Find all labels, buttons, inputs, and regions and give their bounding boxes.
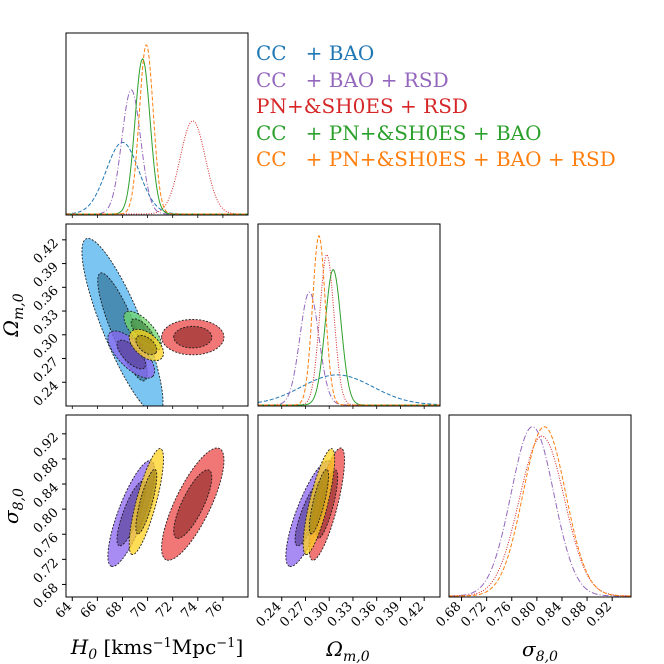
x-tick-label: 0.76 (484, 599, 515, 630)
x-tick-label: 76 (203, 599, 225, 621)
y-tick-label: 0.33 (31, 307, 62, 338)
x-tick-label: 72 (153, 599, 175, 621)
contour-1sigma (135, 335, 158, 356)
panel-frame (65, 32, 249, 216)
marginal-curve (66, 44, 248, 215)
legend-label-cc-bao: CC + BAO (256, 41, 375, 66)
legend-label-cc-bao-rsd: CC + BAO + RSD (256, 67, 449, 92)
contour-panel-Om-s8 (257, 414, 441, 598)
x-axis-label-om: Ωm,0 (325, 637, 369, 664)
y-tick-label: 0.36 (31, 284, 62, 315)
marginal-curve (258, 234, 440, 406)
x-tick-label: 0.33 (325, 599, 356, 630)
marginal-curve (449, 426, 631, 597)
x-tick-label: 74 (178, 599, 200, 621)
contour-1sigma (173, 469, 213, 539)
y-tick-label: 0.76 (31, 530, 62, 561)
marginal-curve (66, 89, 248, 215)
x-tick-label: 70 (128, 599, 150, 621)
panel-frame (257, 223, 441, 407)
y-tick-label: 0.24 (31, 378, 62, 409)
contour-core (309, 469, 329, 534)
legend-entry: PN+&SH0ES + RSD (226, 93, 656, 120)
x-tick-label: 0.88 (559, 599, 590, 630)
y-tick-label: 0.39 (31, 260, 62, 291)
x-tick-label: 0.30 (301, 599, 332, 630)
panel-frame (448, 414, 632, 598)
y-tick-label: 0.80 (31, 505, 62, 536)
panel-frame (65, 223, 249, 407)
marginal-curve (66, 141, 248, 215)
legend-label-cc-pn-sh0es-bao-rsd: CC + PN+&SH0ES + BAO + RSD (256, 147, 616, 172)
x-tick-label: 0.42 (396, 599, 427, 630)
x-axis-label-h0: H0 [kms−1Mpc−1] (70, 635, 244, 663)
marginal-curve (66, 58, 248, 215)
contour-panel-H0-Om (65, 223, 249, 407)
contour-1sigma (308, 468, 329, 535)
contour-panel-H0-s8 (65, 414, 249, 598)
x-tick-label: 0.24 (253, 599, 284, 630)
marginal-s8 (448, 414, 632, 598)
contour-core (116, 340, 146, 369)
x-tick-label: 0.36 (348, 599, 379, 630)
legend-label-cc-pn-sh0es-bao: CC + PN+&SH0ES + BAO (256, 120, 542, 145)
panel-frame (65, 414, 249, 598)
x-tick-label: 0.39 (372, 599, 403, 630)
marginal-H0 (65, 32, 249, 216)
x-tick-label: 0.80 (509, 599, 540, 630)
legend: CC + BAO CC + BAO + RSD PN+&SH0ES + RSD … (226, 40, 656, 173)
contour-core (173, 326, 212, 348)
x-tick-label: 0.68 (433, 599, 464, 630)
y-tick-label: 0.30 (31, 331, 62, 362)
y-axis-label-s8: σ8,0 (0, 488, 27, 524)
legend-entry: CC + BAO + RSD (226, 67, 656, 94)
x-axis-label-s8: σ8,0 (522, 637, 558, 664)
y-tick-label: 0.42 (31, 236, 62, 267)
marginal-curve (258, 374, 440, 406)
x-tick-label: 0.27 (277, 599, 308, 630)
y-axis-label-om: Ωm,0 (0, 293, 27, 337)
contour-1sigma (173, 325, 213, 349)
marginal-curve (258, 269, 440, 406)
y-tick-label: 0.88 (31, 455, 62, 486)
contour-core (173, 469, 212, 539)
contour-core (135, 335, 157, 355)
y-tick-label: 0.27 (31, 355, 62, 386)
contour-1sigma (135, 468, 158, 535)
panel-frame (257, 414, 441, 598)
x-tick-label: 68 (103, 599, 125, 621)
marginal-Om (257, 223, 441, 407)
legend-label-pn-sh0es-rsd: PN+&SH0ES + RSD (256, 94, 468, 119)
legend-entry: CC + PN+&SH0ES + BAO (226, 120, 656, 147)
x-tick-label: 0.84 (534, 599, 565, 630)
legend-entry: CC + PN+&SH0ES + BAO + RSD (226, 146, 656, 173)
x-tick-label: 0.92 (584, 599, 615, 630)
y-tick-label: 0.84 (31, 480, 62, 511)
legend-entry: CC + BAO (226, 40, 656, 67)
marginal-curve (449, 426, 631, 597)
marginal-curve (449, 435, 631, 597)
x-tick-label: 66 (78, 599, 100, 621)
x-tick-label: 64 (53, 599, 75, 621)
contour-core (135, 469, 157, 534)
y-tick-label: 0.92 (31, 430, 62, 461)
marginal-curve (258, 254, 440, 406)
x-tick-label: 0.72 (458, 599, 489, 630)
y-tick-label: 0.72 (31, 556, 62, 587)
